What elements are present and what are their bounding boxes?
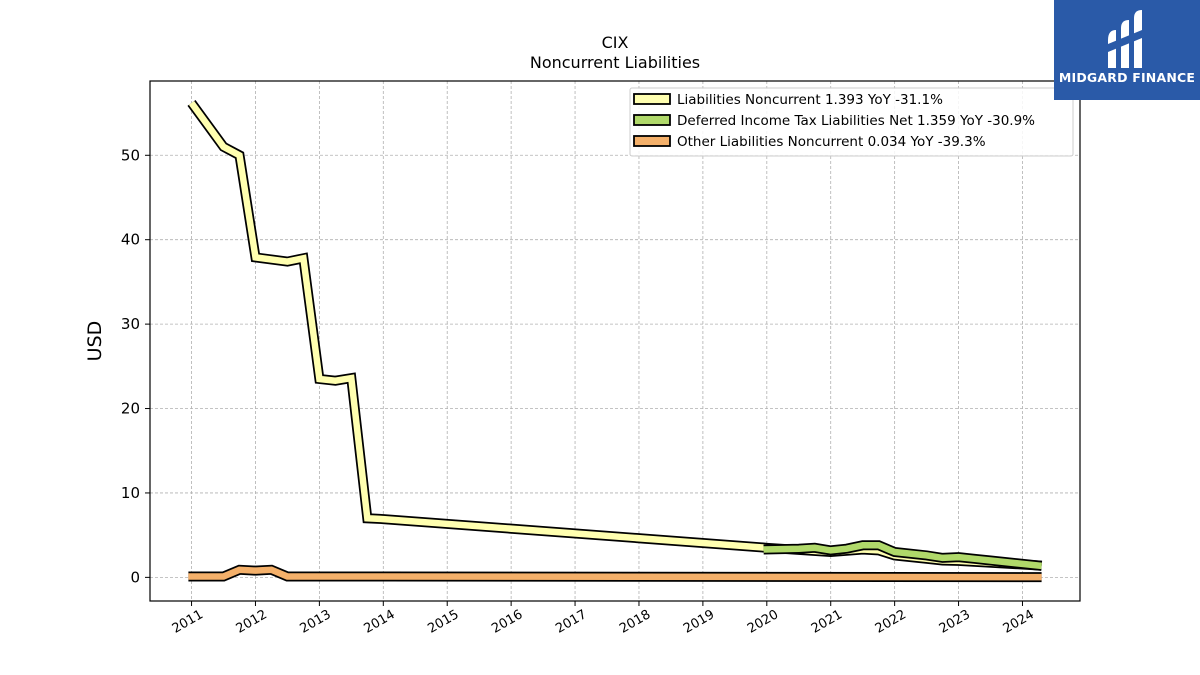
series-lines	[187, 99, 1043, 583]
y-tick-label: 30	[121, 315, 140, 333]
legend-swatch-0	[633, 93, 671, 105]
grid	[150, 81, 1080, 601]
legend: Liabilities Noncurrent 1.393 YoY -31.1% D…	[629, 87, 1074, 157]
x-tick-label: 2015	[425, 607, 461, 637]
series-1-line	[763, 542, 1042, 570]
x-tick-label: 2019	[681, 607, 717, 637]
x-tick-label: 2022	[873, 607, 909, 637]
x-tick-label: 2024	[1001, 607, 1037, 637]
x-tick-label: 2018	[617, 607, 653, 637]
y-tick-label: 20	[121, 400, 140, 418]
y-tick-label: 50	[121, 146, 140, 164]
x-tick-label: 2016	[489, 607, 525, 637]
legend-label-0: Liabilities Noncurrent 1.393 YoY -31.1%	[677, 92, 943, 108]
legend-label-1: Deferred Income Tax Liabilities Net 1.35…	[677, 113, 1035, 129]
plot-frame	[149, 80, 1081, 602]
legend-swatch-2	[633, 135, 671, 147]
x-tick-label: 2021	[809, 607, 845, 637]
legend-label-2: Other Liabilities Noncurrent 0.034 YoY -…	[677, 134, 986, 150]
x-tick-label: 2013	[298, 607, 334, 637]
x-axis: 2011 2012 2013 2014 2015 2016 2017 2018 2019 2020…	[170, 601, 1037, 637]
series-2-line	[188, 566, 1042, 581]
legend-box	[629, 87, 1074, 157]
x-tick-label: 2012	[234, 607, 270, 637]
chart-title: CIX	[602, 33, 629, 52]
x-tick-label: 2023	[937, 607, 973, 637]
x-tick-label: 2011	[170, 607, 206, 637]
x-tick-label: 2020	[745, 607, 781, 637]
y-axis-label: USD	[84, 321, 106, 362]
logo-text: MIDGARD FINANCE	[1059, 70, 1195, 85]
y-tick-label: 10	[121, 484, 140, 502]
legend-swatch-1	[633, 114, 671, 126]
logo-mark-icon	[1108, 10, 1142, 68]
x-tick-label: 2017	[553, 607, 589, 637]
chart-subtitle: Noncurrent Liabilities	[530, 53, 700, 72]
y-axis: 0 10 20 30 40 50	[121, 146, 150, 586]
y-tick-label: 0	[130, 568, 140, 586]
y-tick-label: 40	[121, 231, 140, 249]
x-tick-label: 2014	[361, 607, 397, 637]
midgard-finance-logo: MIDGARD FINANCE	[1054, 0, 1200, 100]
